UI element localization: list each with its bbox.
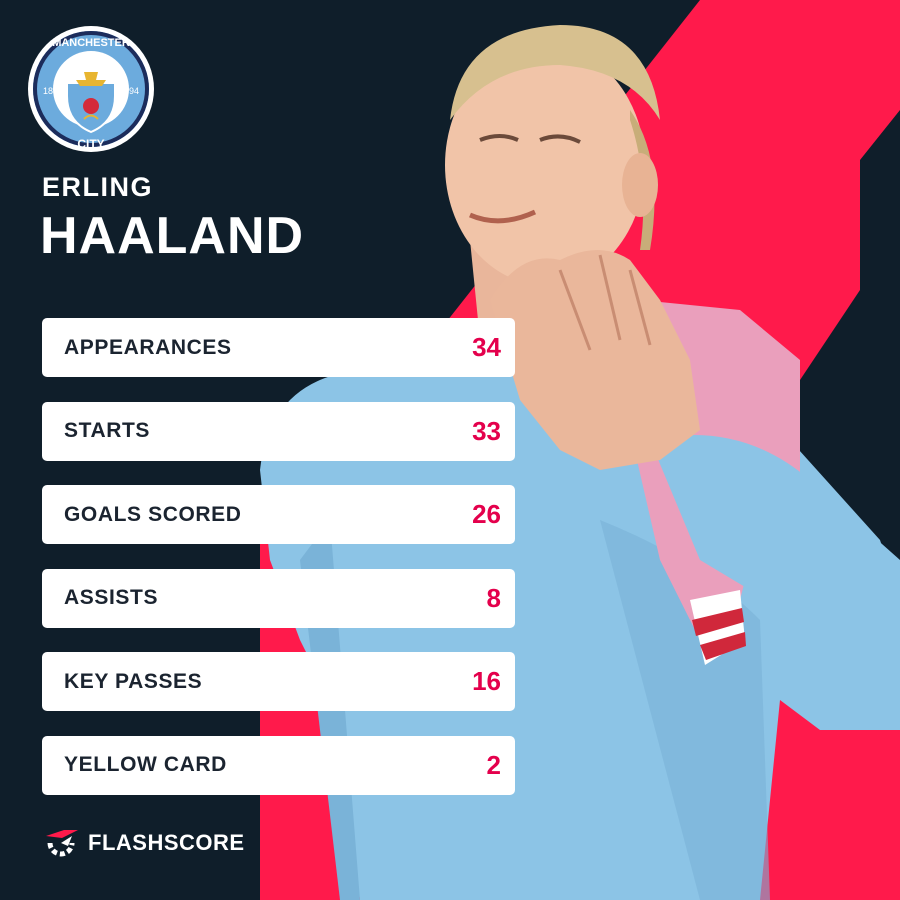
stat-row-goals-scored: GOALS SCORED 26 xyxy=(42,485,515,544)
stat-label: YELLOW CARD xyxy=(64,753,227,776)
stat-value: 26 xyxy=(472,499,501,529)
crest-year-right: 94 xyxy=(129,86,139,96)
stat-row-assists: ASSISTS 8 xyxy=(42,568,515,628)
stat-value: 33 xyxy=(472,415,501,446)
stat-label: STARTS xyxy=(64,419,151,442)
crest-text-bottom: CITY xyxy=(77,137,104,151)
stat-row-yellow-card: YELLOW CARD 2 xyxy=(42,735,515,795)
stat-row-key-passes: KEY PASSES 16 xyxy=(42,652,515,711)
stat-value: 34 xyxy=(472,332,501,362)
stat-label: APPEARANCES xyxy=(64,335,232,359)
stat-value: 16 xyxy=(472,666,501,696)
manchester-city-crest: MANCHESTER CITY 18 94 xyxy=(28,26,154,152)
stat-label: ASSISTS xyxy=(64,586,159,609)
stat-label: KEY PASSES xyxy=(64,669,203,693)
crest-text-top: MANCHESTER xyxy=(52,37,130,49)
flashscore-wordmark: FLASHSCORE xyxy=(88,830,245,855)
stat-value: 8 xyxy=(486,582,501,613)
player-first-name: ERLING xyxy=(42,172,154,202)
crest-year-left: 18 xyxy=(43,86,53,96)
stat-label: GOALS SCORED xyxy=(64,502,242,526)
flashscore-logo-icon xyxy=(46,830,78,857)
player-last-name: HAALAND xyxy=(40,207,305,265)
stats-list: APPEARANCES 34 STARTS 33 GOALS SCORED 26… xyxy=(42,318,515,819)
stat-row-starts: STARTS 33 xyxy=(42,401,515,461)
flashscore-brand: FLASHSCORE xyxy=(42,826,245,860)
stat-value: 2 xyxy=(486,749,501,780)
stat-row-appearances: APPEARANCES 34 xyxy=(42,318,515,377)
